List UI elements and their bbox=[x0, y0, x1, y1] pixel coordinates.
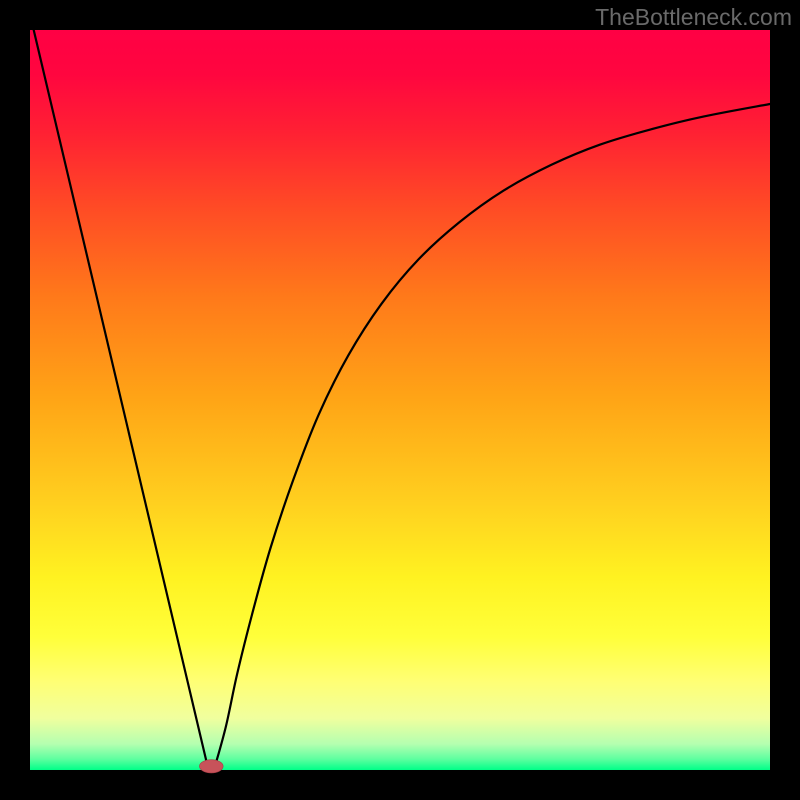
bottleneck-chart bbox=[0, 0, 800, 800]
chart-container: TheBottleneck.com bbox=[0, 0, 800, 800]
plot-gradient-area bbox=[30, 30, 770, 770]
watermark-text: TheBottleneck.com bbox=[595, 4, 792, 31]
bottleneck-marker bbox=[199, 760, 223, 773]
